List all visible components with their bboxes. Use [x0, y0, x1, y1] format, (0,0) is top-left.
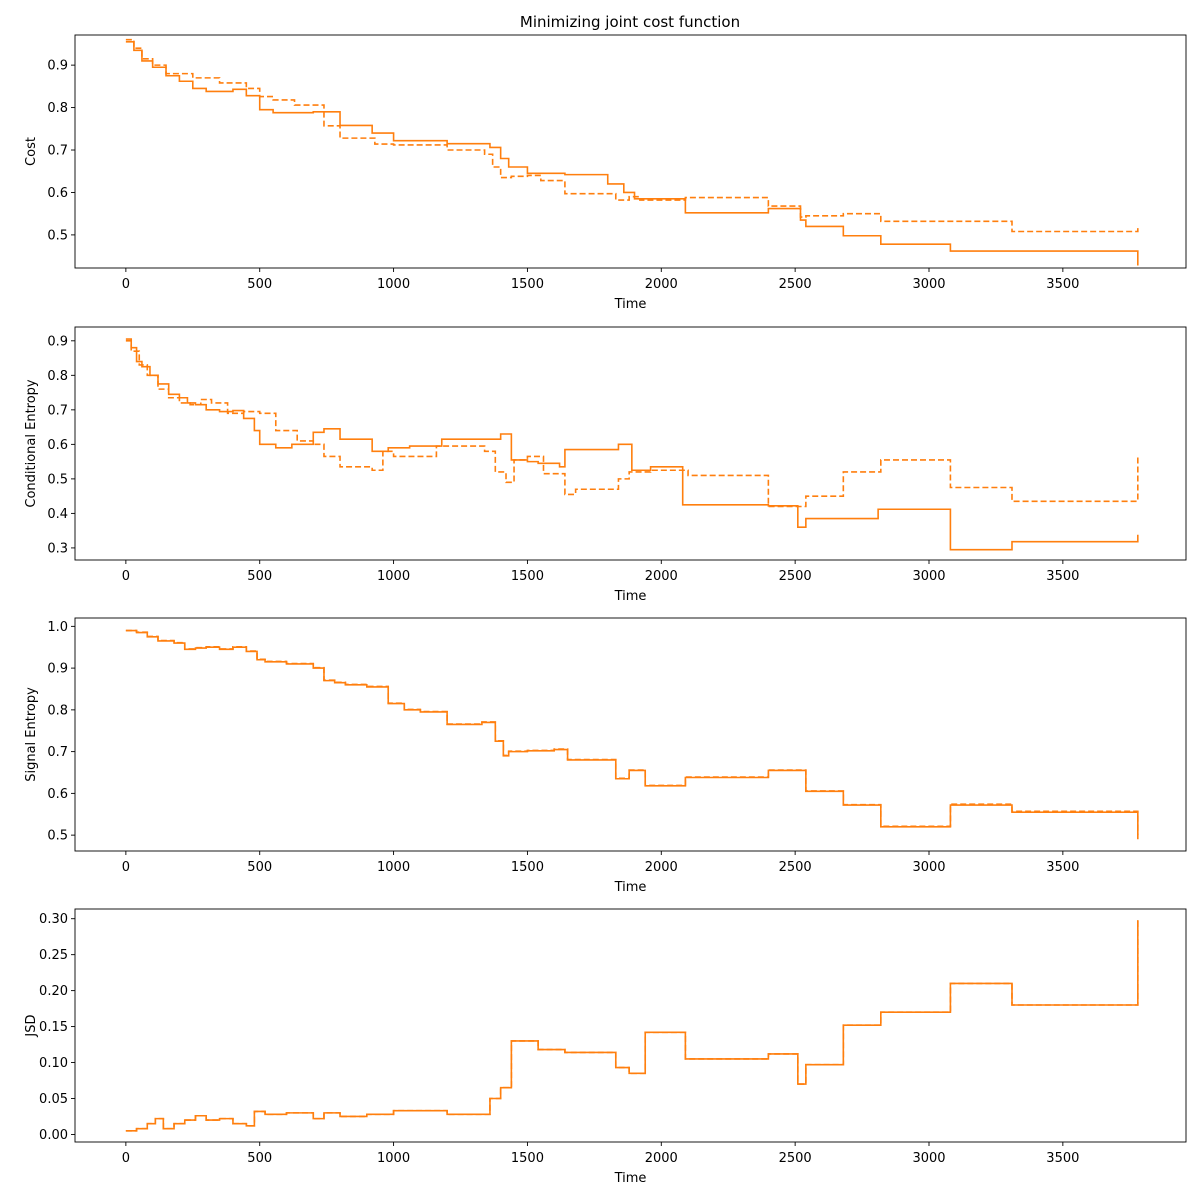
subplot-4: 0 500 1000 1500 2000 2500 3000 3500 0.00 0.05 0.10…: [24, 908, 1187, 1186]
x-tick-label: 3500: [1046, 860, 1079, 875]
axes-frame: [74, 34, 1187, 269]
series-line-solid: [125, 40, 1139, 266]
y-tick-label: 0.25: [39, 948, 68, 963]
x-tick-label: 1000: [377, 860, 410, 875]
series-group: [125, 629, 1139, 840]
y-tick-label: 0.5: [47, 829, 68, 844]
y-tick-label: 0.30: [39, 912, 68, 927]
axes-frame: [74, 908, 1187, 1143]
x-tick-label: 0: [122, 1151, 130, 1166]
x-tick-label: 0: [122, 860, 130, 875]
y-tick-label: 1.0: [47, 620, 68, 635]
x-tick-label: 3500: [1046, 277, 1079, 292]
subplot-2: 0 500 1000 1500 2000 2500 3000 3500 0.3 0.4 0.5 0.6…: [24, 326, 1187, 604]
x-tick-label: 2500: [779, 569, 812, 584]
y-tick-label: 0.5: [47, 228, 68, 243]
subplot-3: 0 500 1000 1500 2000 2500 3000 3500 0.5 0.6 0.7 0.8…: [24, 617, 1187, 895]
y-tick-label: 0.20: [39, 984, 68, 999]
x-axis-label: Time: [614, 297, 647, 312]
x-tick-label: 3000: [912, 569, 945, 584]
x-tick-label: 3000: [912, 1151, 945, 1166]
y-axis-label: JSD: [24, 1014, 39, 1037]
x-tick-label: 3000: [912, 860, 945, 875]
y-tick-label: 0.05: [39, 1092, 68, 1107]
series-line-dashed: [125, 340, 1139, 508]
y-tick-label: 0.7: [47, 403, 68, 418]
y-tick-label: 0.7: [47, 745, 68, 760]
y-tick-label: 0.8: [47, 369, 68, 384]
y-tick-label: 0.8: [47, 703, 68, 718]
x-tick-label: 2500: [779, 277, 812, 292]
x-tick-label: 2000: [645, 1151, 678, 1166]
x-tick-label: 3000: [912, 277, 945, 292]
x-tick-label: 2000: [645, 860, 678, 875]
x-tick-label: 1500: [511, 569, 544, 584]
y-tick-label: 0.9: [47, 662, 68, 677]
x-tick-label: 1000: [377, 277, 410, 292]
axes-frame: [74, 326, 1187, 561]
x-tick-label: 500: [247, 277, 272, 292]
y-tick-label: 0.3: [47, 541, 68, 556]
x-tick-label: 1000: [377, 1151, 410, 1166]
panels: 0 500 1000 1500 2000 2500 3000 3500 0.5 0.6 0.7 0.8…: [24, 34, 1187, 1186]
x-tick-label: 0: [122, 569, 130, 584]
series-group: [125, 38, 1139, 266]
x-tick-label: 1500: [511, 277, 544, 292]
y-tick-label: 0.6: [47, 787, 68, 802]
y-tick-label: 0.8: [47, 101, 68, 116]
x-tick-label: 500: [247, 569, 272, 584]
x-tick-label: 1000: [377, 569, 410, 584]
subplot-1: 0 500 1000 1500 2000 2500 3000 3500 0.5 0.6 0.7 0.8…: [24, 34, 1187, 312]
x-tick-label: 2000: [645, 569, 678, 584]
axes-frame: [74, 617, 1187, 852]
series-group: [125, 920, 1139, 1132]
x-axis-label: Time: [614, 589, 647, 604]
figure-title: Minimizing joint cost function: [520, 13, 740, 31]
y-tick-label: 0.7: [47, 144, 68, 159]
y-tick-label: 0.00: [39, 1128, 68, 1143]
series-group: [125, 338, 1139, 551]
x-tick-label: 0: [122, 277, 130, 292]
x-axis-label: Time: [614, 1171, 647, 1186]
y-tick-label: 0.15: [39, 1020, 68, 1035]
series-line-dashed: [125, 38, 1139, 233]
y-axis-label: Conditional Entropy: [24, 379, 39, 508]
x-tick-label: 1500: [511, 1151, 544, 1166]
x-tick-label: 3500: [1046, 569, 1079, 584]
x-axis-label: Time: [614, 880, 647, 895]
y-tick-label: 0.9: [47, 334, 68, 349]
series-line-dashed: [125, 920, 1139, 1132]
x-tick-label: 2000: [645, 277, 678, 292]
y-axis-label: Cost: [24, 137, 39, 166]
x-tick-label: 3500: [1046, 1151, 1079, 1166]
x-tick-label: 500: [247, 1151, 272, 1166]
y-tick-label: 0.6: [47, 186, 68, 201]
y-tick-label: 0.4: [47, 507, 68, 522]
y-tick-label: 0.10: [39, 1056, 68, 1071]
y-tick-label: 0.6: [47, 438, 68, 453]
y-axis-label: Signal Entropy: [24, 687, 39, 782]
y-tick-label: 0.9: [47, 59, 68, 74]
x-tick-label: 2500: [779, 860, 812, 875]
y-tick-label: 0.5: [47, 472, 68, 487]
x-tick-label: 1500: [511, 860, 544, 875]
x-tick-label: 500: [247, 860, 272, 875]
x-tick-label: 2500: [779, 1151, 812, 1166]
series-line-dashed: [125, 629, 1139, 836]
